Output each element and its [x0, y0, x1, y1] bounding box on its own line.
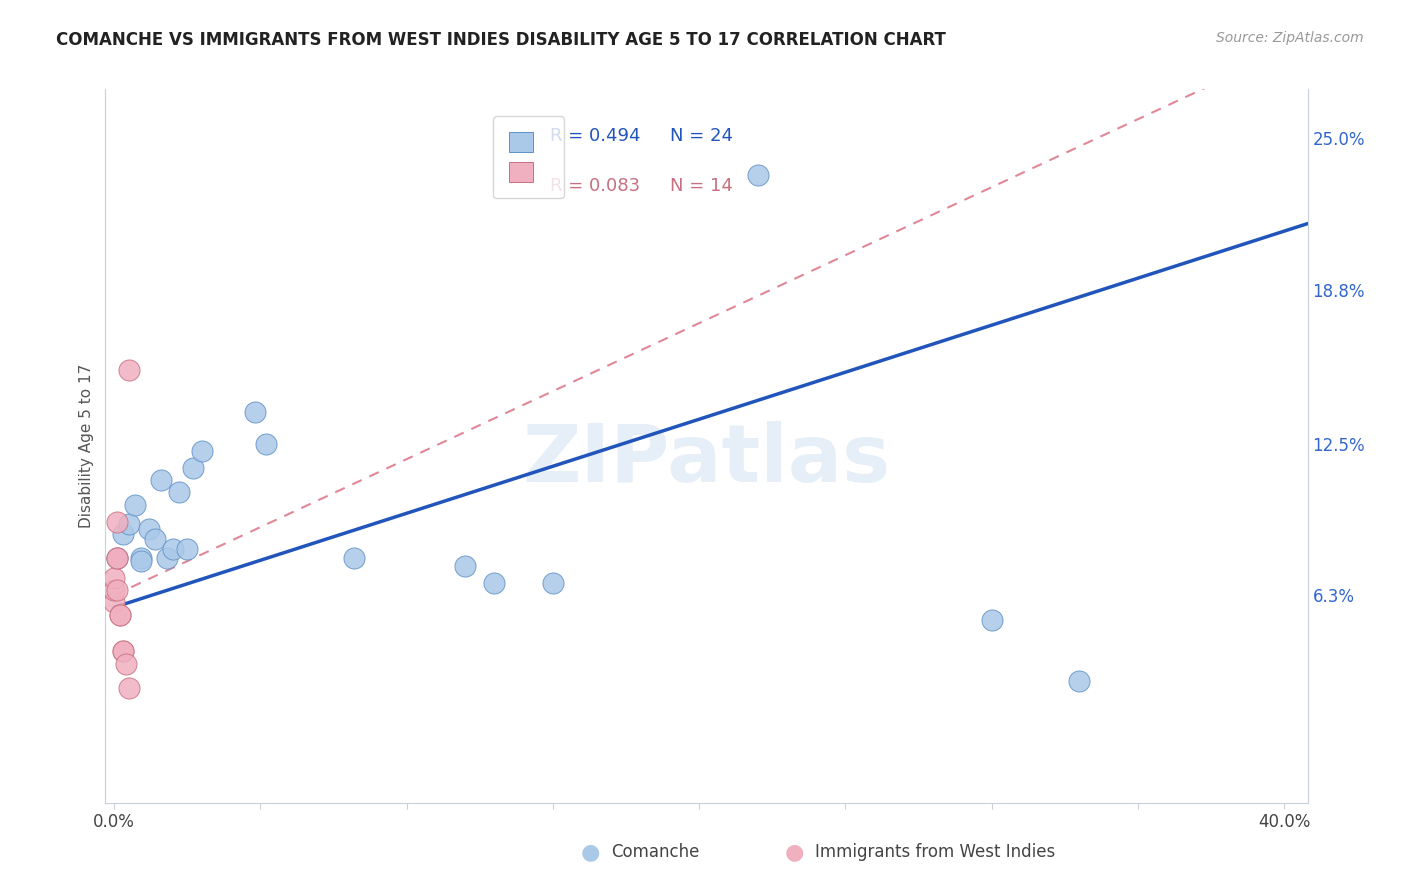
Text: Immigrants from West Indies: Immigrants from West Indies [815, 843, 1056, 861]
Text: Comanche: Comanche [612, 843, 700, 861]
Point [118, 517, 141, 532]
Legend: , : , [494, 116, 564, 198]
Point [343, 551, 366, 566]
Text: COMANCHE VS IMMIGRANTS FROM WEST INDIES DISABILITY AGE 5 TO 17 CORRELATION CHART: COMANCHE VS IMMIGRANTS FROM WEST INDIES … [56, 31, 946, 49]
Y-axis label: Disability Age 5 to 17: Disability Age 5 to 17 [79, 364, 94, 528]
Point [191, 443, 214, 458]
Point [118, 681, 141, 695]
Text: N = 14: N = 14 [671, 177, 734, 195]
Point [111, 644, 134, 658]
Point [980, 613, 1002, 627]
Text: R = 0.494: R = 0.494 [550, 127, 641, 145]
Text: N = 24: N = 24 [671, 127, 734, 145]
Point [105, 515, 128, 529]
Point [115, 657, 138, 671]
Point [111, 527, 134, 541]
Point [129, 551, 152, 566]
Text: ●: ● [785, 842, 804, 862]
Text: ●: ● [581, 842, 600, 862]
Point [156, 551, 179, 566]
Point [747, 168, 769, 182]
Point [111, 644, 134, 658]
Point [243, 405, 266, 419]
Point [143, 532, 166, 546]
Point [103, 595, 125, 609]
Text: ZIPatlas: ZIPatlas [523, 421, 890, 500]
Point [167, 485, 190, 500]
Text: R = 0.083: R = 0.083 [550, 177, 640, 195]
Point [103, 583, 125, 598]
Point [162, 541, 184, 556]
Point [150, 473, 173, 487]
Point [129, 554, 152, 568]
Point [484, 575, 506, 590]
Point [103, 571, 125, 585]
Point [1069, 673, 1091, 688]
Point [108, 607, 131, 622]
Point [176, 541, 198, 556]
Point [108, 607, 131, 622]
Point [254, 436, 277, 450]
Point [105, 551, 128, 566]
Point [138, 522, 160, 536]
Point [454, 558, 477, 573]
Point [541, 575, 564, 590]
Point [105, 551, 128, 566]
Point [181, 461, 204, 475]
Point [124, 498, 146, 512]
Point [105, 583, 128, 598]
Point [105, 551, 128, 566]
Text: Source: ZipAtlas.com: Source: ZipAtlas.com [1216, 31, 1364, 45]
Point [118, 363, 141, 377]
